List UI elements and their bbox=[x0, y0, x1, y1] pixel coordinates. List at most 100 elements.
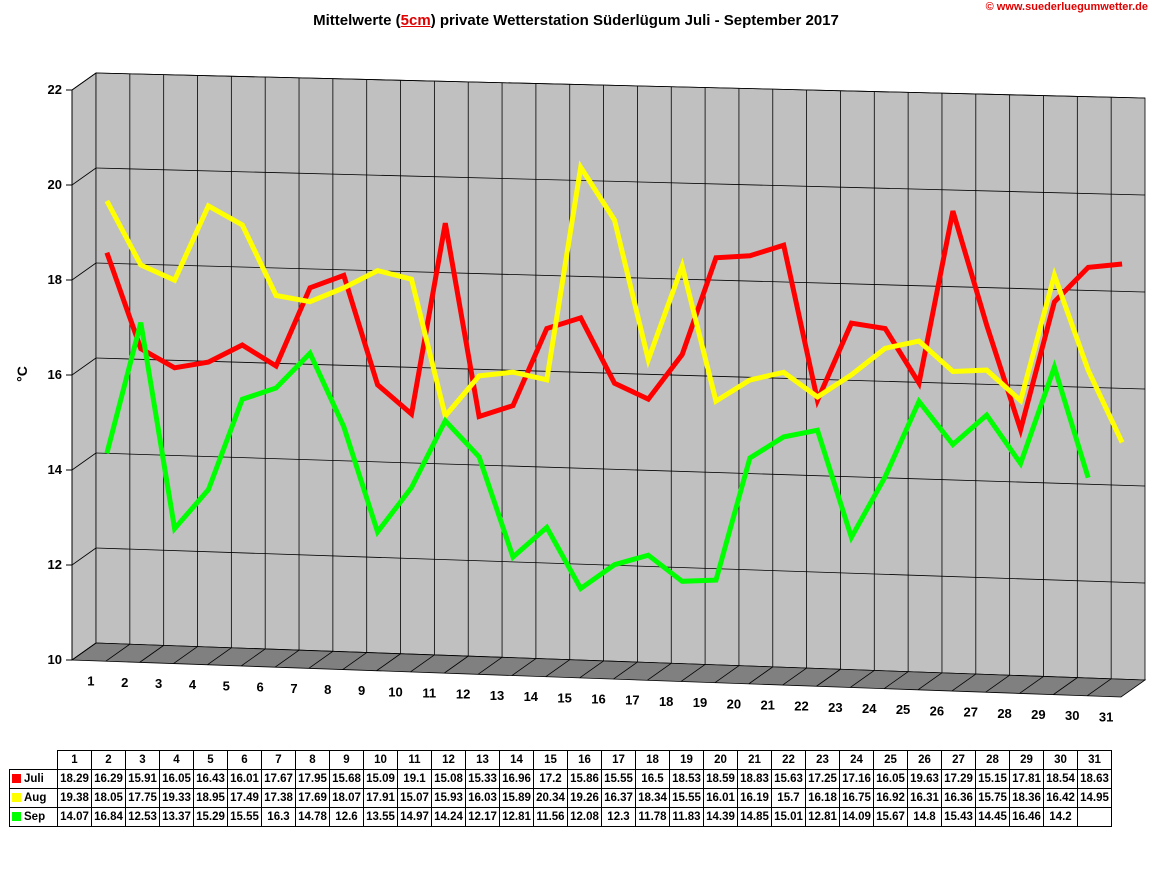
y-tick-label: 20 bbox=[48, 177, 62, 192]
table-column-header: 14 bbox=[499, 750, 534, 770]
table-cell: 14.45 bbox=[975, 807, 1010, 827]
table-column-header: 23 bbox=[805, 750, 840, 770]
x-tick-label: 9 bbox=[358, 683, 365, 698]
floor-divider-line bbox=[274, 649, 300, 668]
table-column-header: 10 bbox=[363, 750, 398, 770]
table-cell: 13.37 bbox=[159, 807, 194, 827]
table-cell: 17.25 bbox=[805, 769, 840, 789]
floor-divider-line bbox=[477, 656, 503, 675]
table-column-header: 30 bbox=[1043, 750, 1078, 770]
table-cell: 15.91 bbox=[125, 769, 160, 789]
table-cell: 16.3 bbox=[261, 807, 296, 827]
table-cell: 15.93 bbox=[431, 788, 466, 808]
y-tick-label: 12 bbox=[48, 557, 62, 572]
x-tick-label: 11 bbox=[422, 686, 436, 701]
floor-divider-line bbox=[240, 648, 266, 667]
side-grid-line bbox=[71, 167, 97, 186]
table-column-header: 6 bbox=[227, 750, 262, 770]
table-column-header: 31 bbox=[1077, 750, 1112, 770]
table-cell: 16.36 bbox=[941, 788, 976, 808]
table-cell: 19.26 bbox=[567, 788, 602, 808]
floor-divider-line bbox=[714, 665, 740, 684]
x-tick-label: 29 bbox=[1031, 707, 1045, 722]
table-cell: 16.31 bbox=[907, 788, 942, 808]
table-cell: 15.01 bbox=[771, 807, 806, 827]
grid-row-line bbox=[95, 72, 1146, 99]
floor-divider-line bbox=[647, 662, 672, 681]
table-cell: 11.78 bbox=[635, 807, 670, 827]
floor-divider-line bbox=[410, 654, 435, 673]
table-cell: 13.55 bbox=[363, 807, 398, 827]
table-cell: 16.43 bbox=[193, 769, 228, 789]
legend-label: Juli bbox=[24, 773, 44, 785]
table-column-header: 3 bbox=[125, 750, 160, 770]
floor-divider-line bbox=[207, 647, 232, 666]
table-cell: 15.33 bbox=[465, 769, 500, 789]
table-cell: 15.86 bbox=[567, 769, 602, 789]
floor-divider-line bbox=[342, 652, 367, 670]
floor-divider-line bbox=[511, 658, 537, 676]
table-column-header: 8 bbox=[295, 750, 330, 770]
grid-row-line bbox=[95, 452, 1146, 487]
table-column-header: 28 bbox=[975, 750, 1010, 770]
table-column-header: 16 bbox=[567, 750, 602, 770]
side-grid-line bbox=[71, 72, 97, 91]
table-cell: 16.05 bbox=[873, 769, 908, 789]
floor-divider-line bbox=[1053, 677, 1078, 695]
x-tick-label: 10 bbox=[388, 684, 402, 699]
table-cell: 18.07 bbox=[329, 788, 364, 808]
table-header-row: 1 2 3 4 5 6 7 8 9 10 11 12 13 14 15 16 17 18 19 20 21 22 23 24 2… bbox=[9, 750, 1112, 770]
table-cell: 15.43 bbox=[941, 807, 976, 827]
table-cell: 15.68 bbox=[329, 769, 364, 789]
x-tick-label: 7 bbox=[290, 681, 297, 696]
table-cell: 16.19 bbox=[737, 788, 772, 808]
floor-divider-line bbox=[308, 651, 334, 669]
floor-divider-line bbox=[1086, 678, 1112, 697]
table-cell: 14.2 bbox=[1043, 807, 1078, 827]
side-grid-line bbox=[71, 357, 97, 376]
table-column-header: 2 bbox=[91, 750, 126, 770]
floor-divider-line bbox=[850, 670, 875, 688]
floor-divider-line bbox=[376, 653, 401, 672]
x-tick-label: 3 bbox=[155, 676, 162, 691]
floor-divider-line bbox=[985, 674, 1010, 693]
table-column-header: 17 bbox=[601, 750, 636, 770]
table-column-header: 13 bbox=[465, 750, 500, 770]
table-cell: 16.5 bbox=[635, 769, 670, 789]
title-part-2: ) private Wetterstation Süderlügum Juli … bbox=[430, 12, 839, 29]
table-cell: 18.29 bbox=[57, 769, 92, 789]
floor-divider-line bbox=[105, 643, 131, 662]
table-column-header: 26 bbox=[907, 750, 942, 770]
x-tick-label: 5 bbox=[223, 678, 230, 693]
title-part-1: Mittelwerte ( bbox=[313, 12, 401, 29]
table-column-header: 21 bbox=[737, 750, 772, 770]
table-cell: 17.69 bbox=[295, 788, 330, 808]
table-cell: 12.53 bbox=[125, 807, 160, 827]
floor-divider-line bbox=[173, 646, 198, 664]
table-cell: 20.34 bbox=[533, 788, 568, 808]
table-column-header: 1 bbox=[57, 750, 92, 770]
table-cell: 12.81 bbox=[499, 807, 534, 827]
x-tick-label: 17 bbox=[625, 693, 639, 708]
table-cell: 14.97 bbox=[397, 807, 432, 827]
table-column-header: 22 bbox=[771, 750, 806, 770]
table-cell: 15.7 bbox=[771, 788, 806, 808]
table-column-header: 9 bbox=[329, 750, 364, 770]
table-cell: 18.63 bbox=[1077, 769, 1112, 789]
table-row-header: Sep bbox=[9, 807, 58, 827]
table-cell: 15.15 bbox=[975, 769, 1010, 789]
table-cell: 19.38 bbox=[57, 788, 92, 808]
table-cell: 16.96 bbox=[499, 769, 534, 789]
copyright-link[interactable]: © www.suederluegumwetter.de bbox=[985, 1, 1148, 13]
x-tick-label: 27 bbox=[963, 705, 977, 720]
table-cell: 18.53 bbox=[669, 769, 704, 789]
table-cell: 17.2 bbox=[533, 769, 568, 789]
table-row: Sep 14.07 16.84 12.53 13.37 15.29 15.55 16.3 14.… bbox=[9, 807, 1112, 827]
floor-divider-line bbox=[613, 661, 638, 680]
x-tick-label: 25 bbox=[896, 702, 910, 717]
table-cell: 14.09 bbox=[839, 807, 874, 827]
table-cell: 17.16 bbox=[839, 769, 874, 789]
legend-label: Aug bbox=[24, 792, 47, 804]
table-cell: 15.55 bbox=[227, 807, 262, 827]
